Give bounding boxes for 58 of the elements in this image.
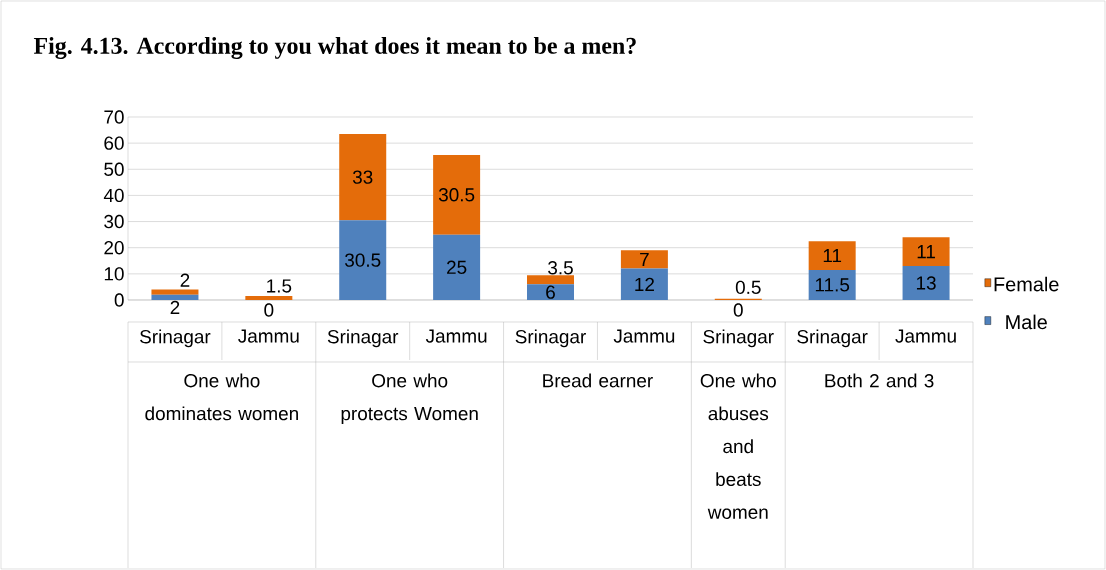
data-label: 25: [447, 260, 467, 275]
text: Both 2 and 3: [825, 373, 934, 388]
legend-label: Male: [1006, 314, 1047, 330]
y-tick-label: 70: [104, 110, 124, 124]
data-label: 0: [264, 303, 274, 317]
x-tick-label: Jammu: [238, 329, 299, 343]
text: One who abuses and beats women: [700, 373, 776, 519]
x-tick-label: Jammu: [425, 329, 487, 343]
x-tick-label: Jammu: [613, 329, 675, 343]
y-tick-label: 20: [104, 241, 124, 255]
y-tick-label: 30: [104, 214, 124, 229]
text: Bread earner: [543, 373, 653, 388]
bar: [527, 275, 574, 285]
data-label: 11: [917, 245, 935, 259]
x-tick-label: Srinagar: [703, 329, 774, 348]
text: One who dominates women: [145, 373, 298, 421]
y-tick-label: 10: [104, 267, 124, 281]
data-label: 11: [823, 249, 842, 263]
bar: [902, 266, 950, 300]
bar: [245, 296, 293, 300]
bar: [339, 133, 387, 221]
bar: [808, 269, 856, 300]
data-label: 2: [180, 273, 190, 287]
bar: [151, 294, 199, 300]
data-label: 30.5: [438, 188, 475, 202]
data-label: 11.5: [815, 278, 850, 292]
data-label: 30.5: [345, 253, 381, 267]
bar: [620, 250, 668, 269]
data-label: 6: [546, 285, 555, 299]
bar: [433, 234, 481, 300]
chart-title: Fig. 4.13. According to you what does it mean to be a men?: [33, 37, 636, 59]
data-label: 13: [916, 276, 936, 290]
bar: [808, 241, 856, 270]
x-tick-label: Srinagar: [140, 329, 211, 348]
data-label: 33: [352, 170, 373, 184]
data-label: 0: [733, 303, 743, 317]
text: One who protects Women: [341, 373, 478, 425]
bar: [620, 268, 668, 300]
data-label: 0.5: [735, 280, 761, 295]
data-label: 2: [170, 300, 180, 314]
bar: [527, 284, 574, 300]
x-tick-label: Jammu: [895, 329, 956, 343]
data-label: 12: [635, 277, 654, 291]
y-tick-label: 40: [103, 188, 124, 203]
bar: [433, 154, 481, 235]
x-tick-label: Srinagar: [327, 329, 399, 348]
y-tick-label: 0: [114, 293, 124, 307]
bar: [902, 237, 950, 266]
bar: [151, 289, 199, 295]
x-tick-label: Srinagar: [797, 329, 868, 348]
x-tick-label: Srinagar: [515, 329, 586, 348]
data-label: 1.5: [267, 279, 292, 293]
data-label: 7: [640, 252, 649, 266]
y-tick-label: 60: [104, 136, 124, 150]
legend-label: Female: [994, 276, 1059, 292]
y-tick-label: 50: [104, 162, 124, 176]
data-label: 3.5: [548, 261, 573, 275]
bar: [339, 220, 387, 300]
